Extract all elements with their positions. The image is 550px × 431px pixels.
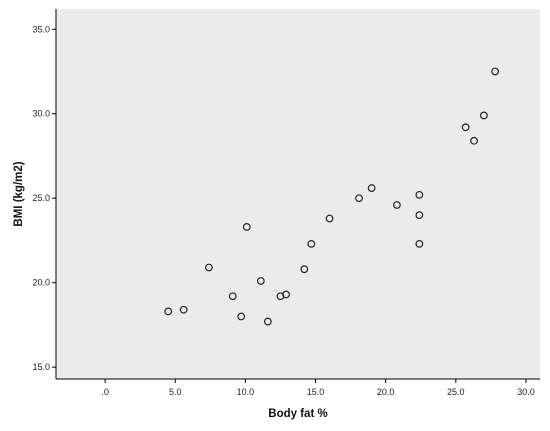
data-point xyxy=(491,67,500,76)
data-point xyxy=(461,123,470,132)
data-point xyxy=(242,223,251,231)
x-tick-label: 20.0 xyxy=(377,387,395,397)
x-tick-label: 5.0 xyxy=(169,387,182,397)
data-point xyxy=(415,239,424,248)
data-point xyxy=(393,201,401,209)
data-point xyxy=(300,265,309,274)
x-tick-label: .0 xyxy=(101,387,109,397)
x-axis-title: Body fat % xyxy=(268,408,327,420)
data-point xyxy=(205,263,213,272)
data-point xyxy=(282,290,290,299)
data-point xyxy=(164,307,173,316)
data-point xyxy=(470,136,478,145)
data-point xyxy=(237,312,246,321)
data-point xyxy=(179,305,188,314)
data-points xyxy=(164,67,500,326)
plot-area xyxy=(56,9,540,379)
y-tick-label: 15.0 xyxy=(32,362,50,372)
y-tick-label: 30.0 xyxy=(32,109,50,119)
x-tick-label: 10.0 xyxy=(237,387,255,397)
data-point xyxy=(228,292,237,301)
x-tick-label: 30.0 xyxy=(517,387,535,397)
data-point xyxy=(355,194,363,203)
x-tick-label: 15.0 xyxy=(307,387,325,397)
data-point xyxy=(415,190,424,199)
y-axis-ticks: 15.0 20.0 25.0 30.0 35.0 xyxy=(32,24,56,372)
data-point xyxy=(307,239,316,248)
y-tick-label: 25.0 xyxy=(32,193,50,203)
y-tick-label: 20.0 xyxy=(32,278,50,288)
data-point xyxy=(367,184,376,192)
data-point xyxy=(415,211,424,220)
y-axis-title: BMI (kg/m2) xyxy=(13,161,25,226)
x-axis-ticks: .0 5.0 10.0 15.0 20.0 25.0 30.0 xyxy=(101,379,535,397)
data-point xyxy=(256,277,265,285)
data-point xyxy=(325,214,334,223)
x-tick-label: 25.0 xyxy=(447,387,465,397)
data-point xyxy=(263,317,272,326)
y-tick-label: 35.0 xyxy=(32,24,50,34)
data-point xyxy=(479,111,488,120)
